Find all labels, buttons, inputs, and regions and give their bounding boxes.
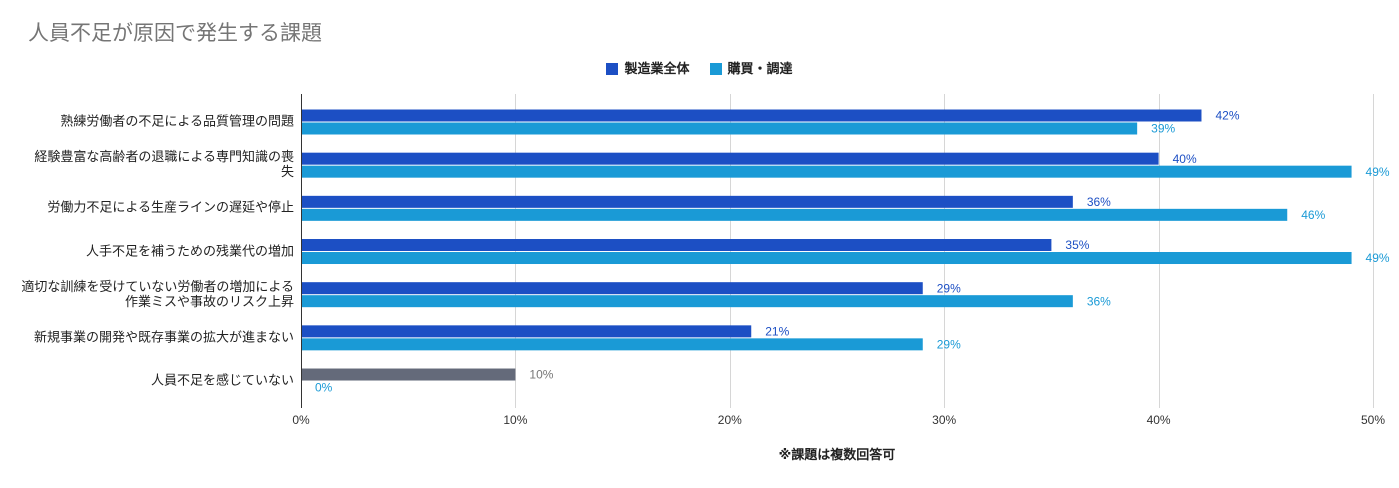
legend-label-manufacturing-overall: 製造業全体 [624, 61, 690, 76]
data-label-series-2-category-3: 46% [1301, 208, 1325, 222]
x-tick-label: 10% [503, 413, 527, 427]
data-label-series-1-category-2: 40% [1173, 152, 1197, 166]
legend-item-purchasing-procurement: 購買・調達 [709, 60, 793, 78]
data-label-series-1-category-4: 35% [1065, 238, 1089, 252]
x-tick-label: 0% [292, 413, 310, 427]
data-labels: 42% 40% 36% 35% 29% 21% 10% 39% 49% 46% 49% 36% 29% 0… [315, 109, 1390, 395]
data-label-series-1-category-7: 10% [529, 368, 553, 382]
data-label-series-2-category-4: 49% [1366, 251, 1390, 265]
data-label-series-2-category-1: 39% [1151, 122, 1175, 136]
bar-series-1-category-6 [301, 325, 752, 338]
x-tick-label: 20% [718, 413, 742, 427]
bar-series-1-category-3 [301, 195, 1073, 208]
data-label-series-2-category-7: 0% [315, 381, 333, 395]
bar-series-2-category-1 [301, 122, 1138, 135]
legend-label-purchasing-procurement: 購買・調達 [727, 61, 793, 76]
chart-title: 人員不足が原因で発生する課題 [28, 22, 322, 45]
data-label-series-1-category-1: 42% [1215, 109, 1239, 123]
bar-series-1-category-5 [301, 282, 923, 295]
x-tick-label: 50% [1361, 413, 1385, 427]
data-label-series-1-category-6: 21% [765, 325, 789, 339]
legend: 製造業全体 購買・調達 [0, 60, 1399, 78]
bar-series-2-category-5 [301, 295, 1073, 308]
bar-series-2-category-2 [301, 165, 1352, 178]
x-tick-label: 30% [932, 413, 956, 427]
data-label-series-2-category-2: 49% [1366, 165, 1390, 179]
bar-series-1-category-4 [301, 239, 1052, 252]
bar-series-1-category-2 [301, 152, 1159, 165]
x-tick-label: 40% [1147, 413, 1171, 427]
bar-series-2-category-6 [301, 338, 923, 351]
legend-swatch-purchasing-procurement [709, 63, 722, 75]
data-label-series-2-category-6: 29% [937, 338, 961, 352]
bar-series-1-category-1 [301, 109, 1202, 122]
bar-series-2-category-3 [301, 208, 1288, 221]
bar-series-2-category-4 [301, 252, 1352, 265]
data-label-series-1-category-5: 29% [937, 281, 961, 295]
bars [301, 109, 1352, 381]
data-label-series-1-category-3: 36% [1087, 195, 1111, 209]
bar-series-1-category-7 [301, 368, 516, 381]
x-axis-tick-labels: 0% 10% 20% 30% 40% 50% [292, 413, 1385, 427]
legend-swatch-manufacturing-overall [606, 63, 619, 75]
data-label-series-2-category-5: 36% [1087, 294, 1111, 308]
footnote: ※課題は複数回答可 [778, 447, 896, 462]
legend-item-manufacturing-overall: 製造業全体 [606, 60, 690, 78]
